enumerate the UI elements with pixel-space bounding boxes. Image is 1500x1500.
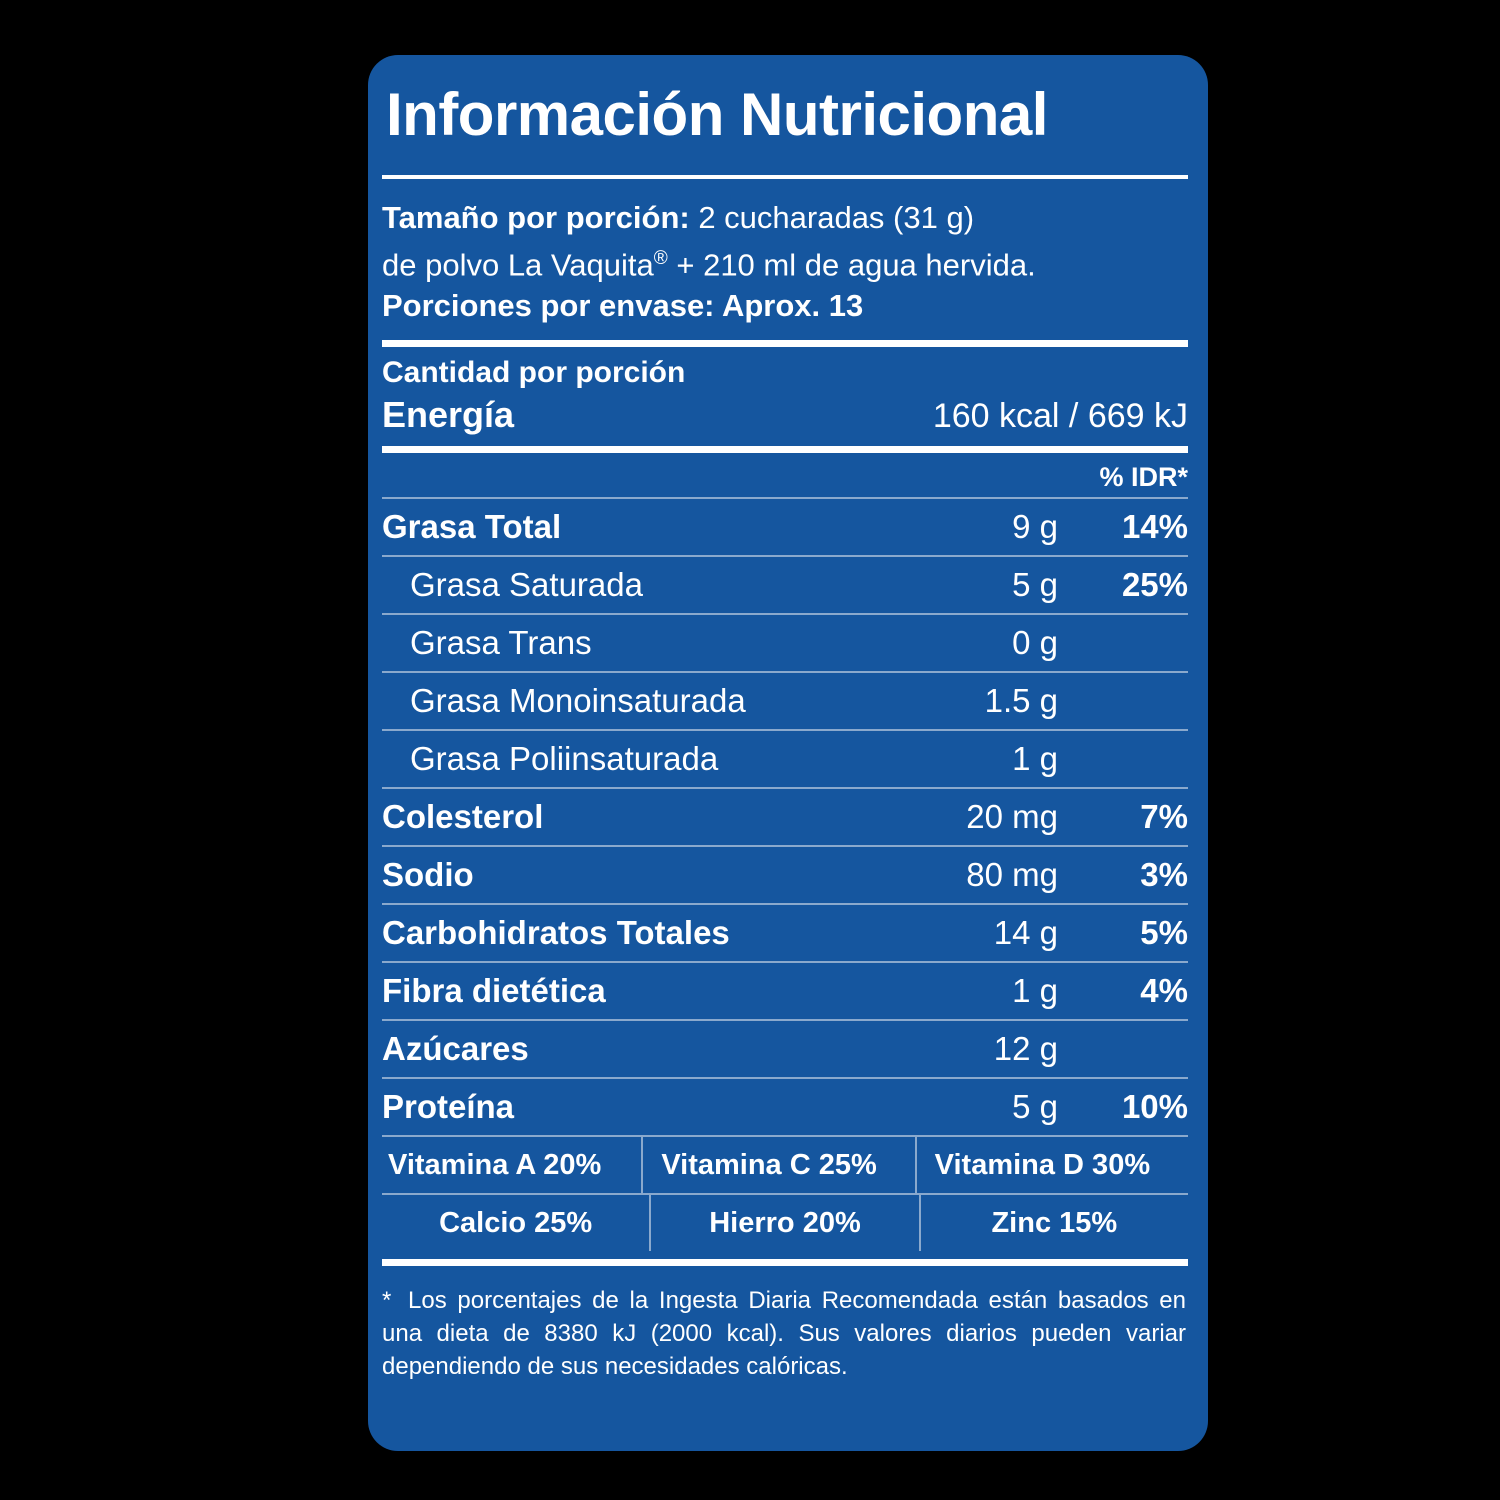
nutrient-row: Grasa Monoinsaturada 1.5 g [382, 673, 1188, 729]
footnote: * Los porcentajes de la Ingesta Diaria R… [382, 1266, 1188, 1383]
micronutrient-cell: Vitamina C 25% [641, 1137, 914, 1194]
micronutrient-row: Vitamina A 20% Vitamina C 25% Vitamina D 3… [382, 1137, 1188, 1194]
micronutrient-cell: Vitamina D 30% [914, 1137, 1188, 1194]
row-divider [382, 729, 1188, 732]
nutrient-name: Azúcares [382, 1030, 529, 1068]
energy-divider [382, 446, 1188, 454]
row-divider [382, 497, 1188, 500]
amount-per-serving-label: Cantidad por porción [382, 356, 686, 390]
page-title: Información Nutricional [386, 81, 1048, 148]
nutrition-facts-panel: Información Nutricional Tamaño por porci… [368, 55, 1208, 1451]
micronutrient-cell: Hierro 20% [649, 1195, 918, 1252]
serving-prep-post: + 210 ml de agua hervida. [667, 247, 1036, 283]
energy-label: Energía [382, 394, 515, 436]
micronutrient-cell: Vitamina A 20% [388, 1149, 602, 1182]
micronutrient-row-divider [382, 1193, 1188, 1196]
nutrient-row: Grasa Saturada 5 g 25% [382, 557, 1188, 613]
nutrient-daily-value: 14% [1121, 508, 1188, 546]
footnote-star: * [382, 1287, 398, 1315]
serving-prep-line: de polvo La Vaquita® + 210 ml de agua he… [382, 238, 1188, 285]
servings-per-container-line: Porciones por envase: Aprox. 13 [382, 285, 1188, 326]
energy-row: Energía 160 kcal / 669 kJ [382, 391, 1188, 442]
nutrient-name: Grasa Monoinsaturada [410, 682, 746, 720]
panel-inner: Información Nutricional Tamaño por porci… [382, 55, 1188, 1451]
row-divider [382, 613, 1188, 616]
nutrient-amount: 9 g [1012, 508, 1058, 546]
nutrient-name: Proteína [382, 1088, 515, 1126]
servings-per-container-value: Aprox. 13 [714, 288, 864, 324]
micronutrient-cell: Calcio 25% [439, 1207, 593, 1240]
daily-value-header: % IDR* [1099, 462, 1188, 493]
nutrient-amount: 1 g [1012, 972, 1058, 1010]
row-divider [382, 961, 1188, 964]
nutrient-row: Grasa Poliinsaturada 1 g [382, 731, 1188, 787]
nutrient-amount: 1 g [1012, 740, 1058, 778]
row-divider [382, 1019, 1188, 1022]
nutrient-amount: 5 g [1012, 566, 1058, 604]
nutrient-amount: 80 mg [966, 856, 1058, 894]
title-divider [382, 175, 1188, 179]
row-divider [382, 903, 1188, 906]
nutrient-amount: 12 g [993, 1030, 1058, 1068]
nutrient-name: Grasa Poliinsaturada [410, 740, 719, 778]
micronutrient-cell: Zinc 15% [918, 1195, 1188, 1252]
nutrient-name: Sodio [382, 856, 474, 894]
nutrient-row: Proteína 5 g 10% [382, 1079, 1188, 1135]
row-divider [382, 671, 1188, 674]
energy-value: 160 kcal / 669 kJ [932, 397, 1188, 436]
serving-divider [382, 340, 1188, 348]
registered-trademark-icon: ® [653, 248, 668, 269]
nutrient-name: Grasa Saturada [410, 566, 643, 604]
footnote-text: Los porcentajes de la Ingesta Diaria Rec… [382, 1287, 1186, 1381]
nutrient-name: Grasa Total [382, 508, 562, 546]
serving-size-label: Tamaño por porción: [382, 200, 690, 235]
nutrient-daily-value: 4% [1140, 972, 1188, 1010]
nutrient-amount: 1.5 g [984, 682, 1058, 720]
nutrient-amount: 0 g [1012, 624, 1058, 662]
nutrient-row: Sodio 80 mg 3% [382, 847, 1188, 903]
nutrient-daily-value: 25% [1121, 566, 1188, 604]
nutrient-amount: 14 g [993, 914, 1058, 952]
nutrient-name: Fibra dietética [382, 972, 606, 1010]
nutrient-row: Grasa Total 9 g 14% [382, 499, 1188, 555]
row-divider [382, 1077, 1188, 1080]
nutrient-amount: 5 g [1012, 1088, 1058, 1126]
micronutrient-grid: Vitamina A 20% Vitamina C 25% Vitamina D 3… [382, 1135, 1188, 1252]
nutrient-daily-value: 3% [1140, 856, 1188, 894]
nutrient-name: Colesterol [382, 798, 544, 836]
footnote-divider [382, 1259, 1188, 1267]
serving-size-value: 2 cucharadas (31 g) [689, 200, 975, 235]
micronutrient-row-divider [382, 1135, 1188, 1138]
nutrient-row: Grasa Trans 0 g [382, 615, 1188, 671]
serving-size-line: Tamaño por porción: 2 cucharadas (31 g) [382, 197, 1188, 238]
nutrient-amount: 20 mg [966, 798, 1058, 836]
serving-info: Tamaño por porción: 2 cucharadas (31 g) … [382, 179, 1188, 326]
nutrient-daily-value: 7% [1140, 798, 1188, 836]
row-divider [382, 787, 1188, 790]
serving-prep-pre: de polvo La Vaquita [382, 247, 654, 283]
nutrient-list: Grasa Total 9 g 14% Grasa Saturada 5 g 25% Gra… [382, 497, 1188, 1135]
nutrient-name: Grasa Trans [410, 624, 592, 662]
nutrient-row: Carbohidratos Totales 14 g 5% [382, 905, 1188, 961]
nutrient-daily-value: 10% [1121, 1088, 1188, 1126]
nutrient-row: Azúcares 12 g [382, 1021, 1188, 1077]
nutrient-daily-value: 5% [1140, 914, 1188, 952]
micronutrient-row: Calcio 25% Hierro 20% Zinc 15% [382, 1195, 1188, 1252]
nutrient-row: Colesterol 20 mg 7% [382, 789, 1188, 845]
nutrient-row: Fibra dietética 1 g 4% [382, 963, 1188, 1019]
servings-per-container-label: Porciones por envase: [382, 288, 715, 324]
row-divider [382, 845, 1188, 848]
row-divider [382, 555, 1188, 558]
nutrient-name: Carbohidratos Totales [382, 914, 730, 952]
